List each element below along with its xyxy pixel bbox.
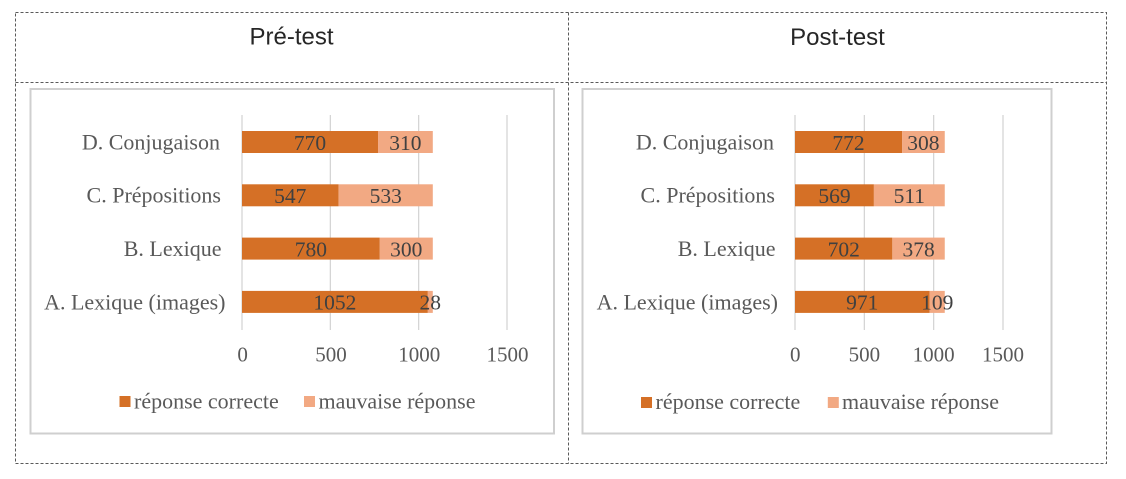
- svg-text:500: 500: [315, 342, 347, 366]
- svg-text:0: 0: [237, 342, 248, 366]
- svg-text:780: 780: [295, 237, 327, 261]
- svg-text:569: 569: [818, 184, 850, 208]
- svg-text:1500: 1500: [982, 342, 1024, 366]
- svg-text:réponse correcte: réponse correcte: [134, 389, 279, 414]
- svg-text:772: 772: [832, 131, 864, 155]
- svg-text:B. Lexique: B. Lexique: [124, 236, 222, 261]
- svg-text:28: 28: [420, 291, 442, 315]
- svg-text:1000: 1000: [913, 342, 955, 366]
- svg-text:1052: 1052: [313, 291, 356, 315]
- svg-text:109: 109: [921, 291, 953, 315]
- svg-text:971: 971: [846, 291, 878, 315]
- svg-text:511: 511: [894, 184, 925, 208]
- svg-text:A. Lexique (images): A. Lexique (images): [44, 289, 225, 314]
- svg-text:1500: 1500: [487, 342, 529, 366]
- svg-text:308: 308: [907, 131, 939, 155]
- svg-text:réponse correcte: réponse correcte: [656, 389, 801, 414]
- svg-text:A. Lexique (images): A. Lexique (images): [597, 289, 778, 314]
- svg-text:mauvaise réponse: mauvaise réponse: [842, 389, 999, 414]
- svg-text:C. Prépositions: C. Prépositions: [87, 183, 221, 208]
- svg-text:1000: 1000: [398, 342, 440, 366]
- svg-text:300: 300: [390, 237, 422, 261]
- svg-text:310: 310: [389, 131, 421, 155]
- svg-text:770: 770: [294, 131, 326, 155]
- svg-text:mauvaise réponse: mauvaise réponse: [319, 389, 476, 414]
- svg-text:500: 500: [849, 342, 881, 366]
- svg-text:702: 702: [828, 237, 860, 261]
- svg-text:0: 0: [790, 342, 801, 366]
- svg-text:D. Conjugaison: D. Conjugaison: [82, 129, 220, 154]
- svg-text:D. Conjugaison: D. Conjugaison: [636, 129, 774, 154]
- svg-text:C. Prépositions: C. Prépositions: [641, 183, 775, 208]
- svg-text:Pré-test: Pré-test: [249, 24, 333, 51]
- svg-text:533: 533: [370, 184, 402, 208]
- svg-text:378: 378: [902, 237, 934, 261]
- svg-text:Post-test: Post-test: [790, 24, 885, 51]
- svg-text:547: 547: [274, 184, 307, 208]
- svg-text:B. Lexique: B. Lexique: [678, 236, 776, 261]
